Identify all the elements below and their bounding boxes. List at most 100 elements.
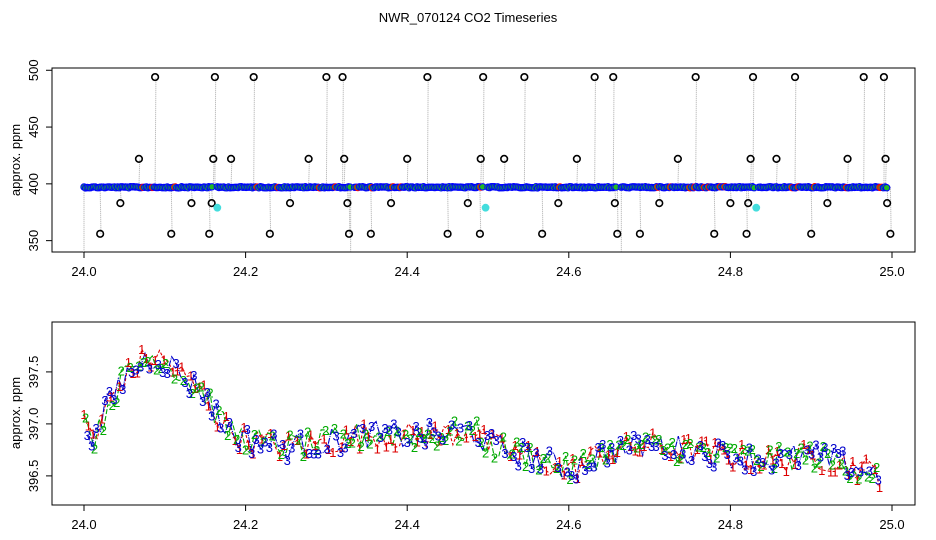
series-marker-1: 1	[476, 426, 483, 441]
series-marker-1: 1	[480, 422, 487, 437]
outlier-stem	[612, 77, 615, 188]
outlier-stem	[170, 187, 173, 234]
series-marker-1: 1	[471, 429, 478, 444]
series-marker-2: 2	[477, 435, 484, 450]
outlier-point	[386, 199, 396, 208]
series-marker-1: 1	[174, 364, 181, 379]
series-marker-2: 2	[677, 452, 684, 467]
outlier-stem	[325, 77, 328, 188]
series-marker-2: 2	[473, 414, 480, 429]
outlier-stem	[576, 158, 579, 188]
series-marker-2: 2	[562, 449, 569, 464]
chart-title: NWR_070124 CO2 Timeseries	[379, 10, 558, 25]
series-marker-3: 3	[608, 440, 615, 455]
outlier-point	[322, 72, 331, 82]
series-marker-2: 2	[806, 438, 813, 453]
series-marker-3: 3	[821, 440, 828, 455]
series-marker-3: 3	[537, 462, 544, 477]
series-marker-3: 3	[359, 421, 366, 436]
outlier-point	[476, 154, 485, 163]
series-marker-1: 1	[574, 471, 581, 486]
series-marker-2: 2	[224, 428, 231, 443]
series-marker-3: 3	[555, 460, 562, 475]
outlier-point	[744, 199, 753, 208]
outlier-stem	[343, 158, 346, 188]
series-marker-3: 3	[337, 445, 344, 460]
series-marker-2: 2	[295, 432, 302, 447]
outlier-point	[655, 199, 664, 208]
series-marker-2: 2	[673, 454, 680, 469]
outlier-point	[746, 154, 755, 163]
series-marker-1: 1	[543, 464, 550, 479]
series-marker-2: 2	[855, 472, 862, 487]
series-marker-2: 2	[153, 362, 160, 377]
series-marker-1: 1	[760, 457, 767, 472]
series-marker-1: 1	[743, 457, 750, 472]
series-marker-1: 1	[707, 451, 714, 466]
series-marker-1: 1	[556, 454, 563, 469]
series-marker-2: 2	[82, 410, 89, 425]
series-marker-1: 1	[276, 449, 283, 464]
series-marker-1: 1	[347, 434, 354, 449]
outlier-point	[463, 199, 472, 208]
outlier-stem	[208, 187, 211, 234]
outlier-stem	[889, 187, 892, 234]
series-marker-1: 1	[569, 451, 576, 466]
series-marker-1: 1	[129, 366, 136, 381]
series-marker-3: 3	[817, 450, 824, 465]
series-marker-3: 3	[137, 359, 144, 374]
outlier-stem	[482, 77, 485, 188]
top-outlier-stems	[83, 77, 892, 252]
series-marker-2: 2	[669, 435, 676, 450]
outlier-point	[403, 154, 412, 163]
series-marker-3: 3	[759, 455, 766, 470]
series-marker-2: 2	[509, 446, 516, 461]
series-marker-2: 2	[620, 438, 627, 453]
series-marker-3: 3	[768, 463, 775, 478]
series-marker-1: 1	[778, 456, 785, 471]
top-y-tick-label: 350	[26, 230, 41, 252]
bottom-x-tick-label: 24.0	[71, 517, 96, 532]
series-marker-2: 2	[393, 424, 400, 439]
series-marker-1: 1	[409, 423, 416, 438]
series-marker-1: 1	[587, 443, 594, 458]
series-marker-1: 1	[800, 437, 807, 452]
series-marker-2: 2	[433, 439, 440, 454]
series-marker-1: 1	[205, 399, 212, 414]
series-marker-1: 1	[267, 426, 274, 441]
series-marker-3: 3	[635, 432, 642, 447]
outlier-point	[673, 154, 682, 163]
series-marker-2: 2	[864, 470, 871, 485]
series-marker-1: 1	[463, 431, 470, 446]
outlier-stem	[746, 187, 748, 234]
outlier-stem	[154, 77, 157, 188]
outlier-stem	[695, 77, 697, 188]
series-marker-1: 1	[809, 447, 816, 462]
series-marker-1: 1	[738, 437, 745, 452]
series-marker-1: 1	[551, 460, 558, 475]
bottom-y-tick-label: 397.5	[26, 356, 41, 389]
series-marker-2: 2	[406, 432, 413, 447]
series-marker-2: 2	[91, 442, 98, 457]
series-marker-1: 1	[138, 342, 145, 357]
bottom-y-axis-label: approx. ppm	[8, 377, 23, 449]
series-marker-3: 3	[106, 384, 113, 399]
series-marker-1: 1	[431, 418, 438, 433]
series-marker-3: 3	[697, 438, 704, 453]
series-marker-2: 2	[424, 426, 431, 441]
series-marker-3: 3	[568, 468, 575, 483]
series-marker-1: 1	[418, 424, 425, 439]
series-marker-2: 2	[269, 428, 276, 443]
outlier-point	[210, 72, 219, 82]
outlier-stem	[677, 158, 680, 188]
series-marker-2: 2	[811, 461, 818, 476]
outlier-stem	[885, 158, 887, 188]
series-marker-3: 3	[435, 429, 442, 444]
series-marker-2: 2	[100, 423, 107, 438]
outlier-point	[423, 72, 432, 82]
series-marker-2: 2	[566, 472, 573, 487]
series-marker-1: 1	[627, 439, 634, 454]
series-marker-2: 2	[722, 440, 729, 455]
series-marker-1: 1	[125, 355, 132, 370]
